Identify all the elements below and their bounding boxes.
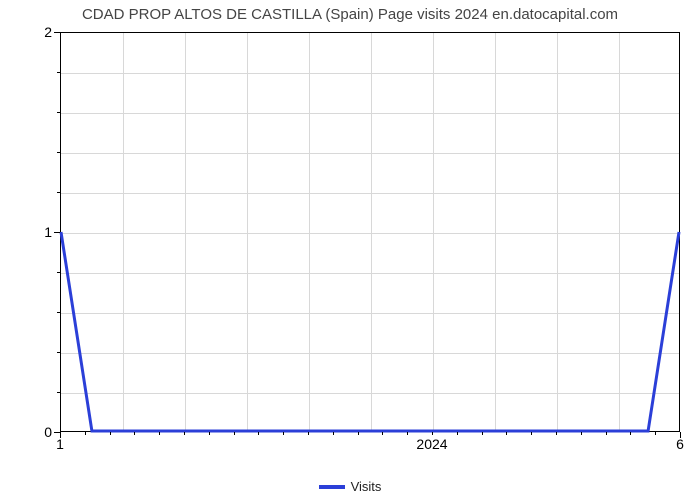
x-minor-tick xyxy=(85,432,86,435)
x-minor-tick xyxy=(531,432,532,435)
x-minor-tick xyxy=(184,432,185,435)
x-minor-tick xyxy=(556,432,557,435)
chart-container: CDAD PROP ALTOS DE CASTILLA (Spain) Page… xyxy=(0,0,700,500)
x-minor-tick xyxy=(655,432,656,435)
plot-area xyxy=(60,32,680,432)
x-minor-tick xyxy=(432,432,433,435)
x-minor-tick xyxy=(630,432,631,435)
x-minor-tick xyxy=(258,432,259,435)
x-minor-tick xyxy=(457,432,458,435)
legend-swatch xyxy=(319,485,345,489)
legend-label: Visits xyxy=(351,479,382,494)
y-tick-mark xyxy=(54,32,60,33)
x-minor-tick xyxy=(382,432,383,435)
y-tick-label: 2 xyxy=(12,24,52,40)
chart-title: CDAD PROP ALTOS DE CASTILLA (Spain) Page… xyxy=(0,6,700,23)
y-minor-tick xyxy=(57,192,60,193)
x-tick-mark xyxy=(680,432,681,438)
y-minor-tick xyxy=(57,312,60,313)
y-tick-label: 1 xyxy=(12,224,52,240)
x-minor-tick xyxy=(134,432,135,435)
y-minor-tick xyxy=(57,392,60,393)
x-minor-tick xyxy=(606,432,607,435)
legend: Visits xyxy=(0,479,700,494)
x-minor-tick xyxy=(234,432,235,435)
x-minor-tick xyxy=(209,432,210,435)
x-tick-label-year: 2024 xyxy=(416,436,447,452)
x-minor-tick xyxy=(358,432,359,435)
x-minor-tick xyxy=(110,432,111,435)
x-minor-tick xyxy=(159,432,160,435)
y-minor-tick xyxy=(57,352,60,353)
x-tick-mark xyxy=(60,432,61,438)
y-tick-mark xyxy=(54,232,60,233)
x-minor-tick xyxy=(308,432,309,435)
y-minor-tick xyxy=(57,112,60,113)
x-minor-tick xyxy=(333,432,334,435)
x-minor-tick xyxy=(506,432,507,435)
y-minor-tick xyxy=(57,272,60,273)
x-tick-label: 6 xyxy=(676,436,684,452)
x-minor-tick xyxy=(482,432,483,435)
y-minor-tick xyxy=(57,152,60,153)
y-tick-label: 0 xyxy=(12,424,52,440)
x-tick-label: 1 xyxy=(56,436,64,452)
x-minor-tick xyxy=(581,432,582,435)
x-minor-tick xyxy=(407,432,408,435)
y-minor-tick xyxy=(57,72,60,73)
x-minor-tick xyxy=(283,432,284,435)
line-series xyxy=(61,33,679,431)
